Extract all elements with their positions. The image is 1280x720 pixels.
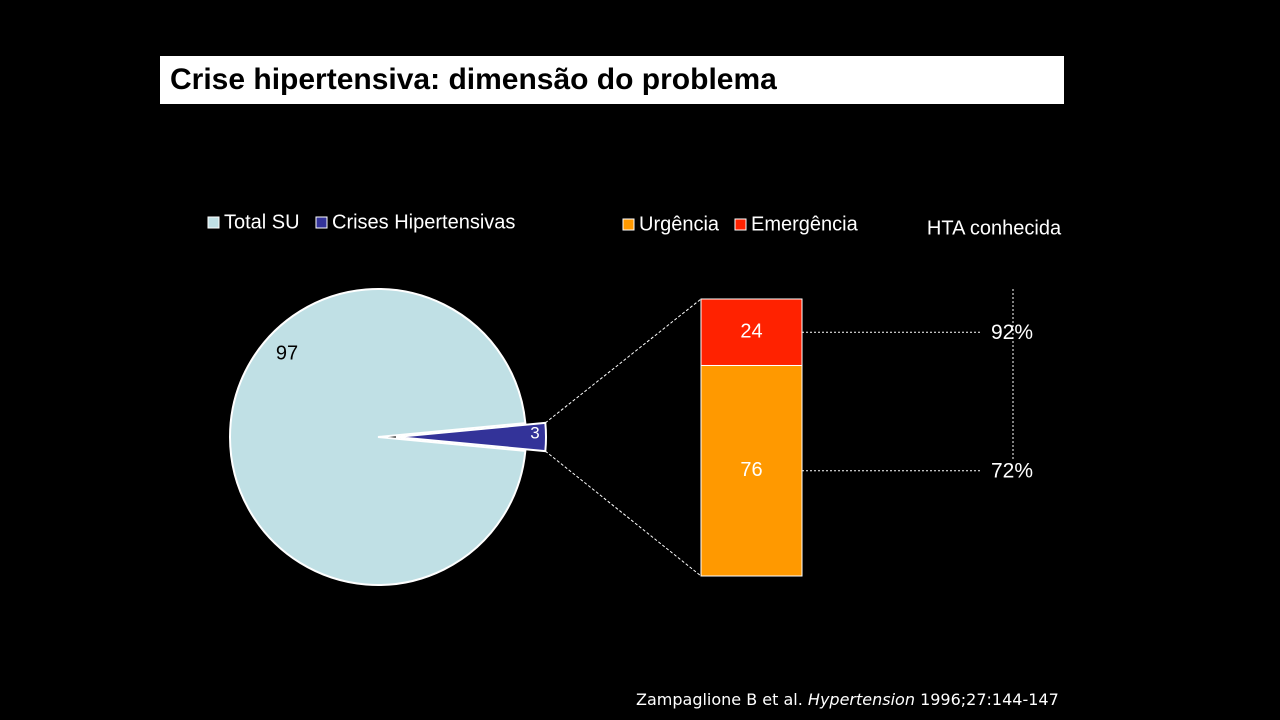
citation: Zampaglione B et al. Hypertension 1996;2…: [636, 690, 1066, 714]
pie-label-crises: 3: [530, 423, 539, 442]
pie-legend-swatch-0: [207, 216, 220, 229]
bar-label-urgencia: 76: [740, 459, 762, 481]
bar-label-emergencia: 24: [740, 321, 762, 343]
bar-legend-label-1: Emergência: [751, 213, 859, 235]
pie-label-total-su: 97: [276, 342, 298, 364]
bar-legend-swatch-1: [734, 218, 747, 231]
pie-legend-label-1: Crises Hipertensivas: [332, 211, 515, 233]
citation-authors: Zampaglione B et al.: [636, 690, 803, 709]
annotation-title: HTA conhecida: [927, 217, 1062, 239]
title-bar: Crise hipertensiva: dimensão do problema: [160, 56, 1064, 104]
connector-line-top: [545, 298, 702, 424]
pie-legend-label-0: Total SU: [224, 211, 300, 233]
pie-slice-crises: [395, 421, 547, 453]
bar-legend-label-0: Urgência: [639, 213, 720, 235]
pie-legend-swatch-1: [315, 216, 328, 229]
pie-slice-total-su: [229, 288, 527, 586]
bar-segment-urgencia: [700, 364, 803, 577]
bar-legend-swatch-0: [622, 218, 635, 231]
citation-details: 1996;27:144-147: [920, 690, 1059, 709]
bar-segment-emergencia: [700, 298, 803, 366]
connector-line-bottom: [545, 450, 702, 577]
annotation-value-1: 72%: [991, 459, 1033, 482]
annotation-value-0: 92%: [991, 321, 1033, 344]
citation-journal: Hypertension: [807, 690, 915, 709]
slide-title: Crise hipertensiva: dimensão do problema: [170, 63, 777, 96]
